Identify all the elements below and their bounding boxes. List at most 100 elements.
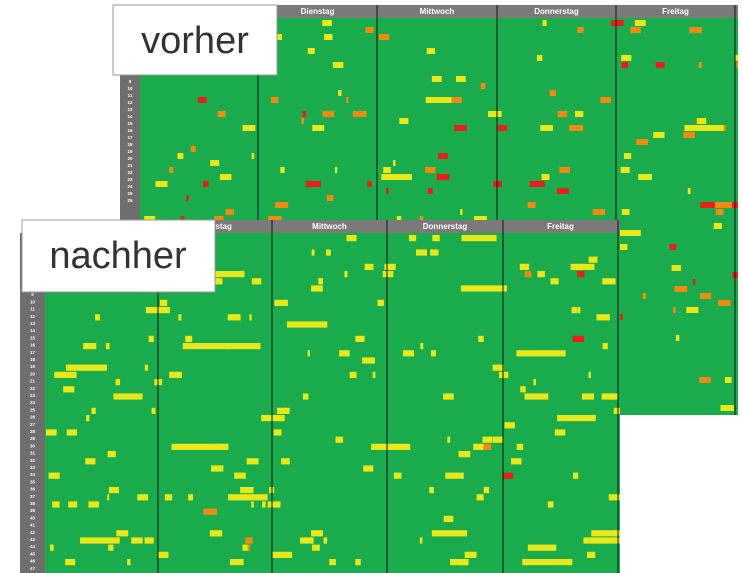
stripe bbox=[363, 465, 374, 472]
stripe bbox=[524, 393, 549, 400]
stripe bbox=[251, 501, 254, 508]
stripe bbox=[529, 181, 545, 187]
stripe bbox=[460, 285, 507, 292]
stripe bbox=[52, 501, 60, 508]
row-number: 47 bbox=[30, 566, 36, 571]
stripe bbox=[675, 335, 680, 341]
header-bar bbox=[140, 5, 738, 18]
stripe bbox=[346, 235, 357, 242]
stripe bbox=[420, 343, 424, 350]
stripe bbox=[432, 235, 440, 242]
stripe bbox=[402, 174, 412, 180]
stripe bbox=[655, 62, 665, 68]
stripe bbox=[549, 90, 556, 96]
stripe bbox=[617, 530, 620, 537]
stripe bbox=[245, 537, 253, 544]
row-number: 39 bbox=[30, 508, 36, 513]
stripe bbox=[592, 209, 606, 215]
stripe bbox=[443, 515, 454, 522]
stripe bbox=[251, 278, 262, 285]
stripe bbox=[402, 350, 415, 357]
stripe bbox=[689, 27, 702, 33]
stripe bbox=[352, 111, 367, 117]
vorher-label: vorher bbox=[141, 20, 249, 62]
stripe bbox=[377, 299, 384, 306]
stripe bbox=[364, 263, 374, 270]
stripe bbox=[572, 472, 579, 479]
row-number: 10 bbox=[30, 299, 36, 304]
stripe bbox=[684, 125, 724, 131]
stripe bbox=[601, 393, 613, 400]
stripe bbox=[577, 27, 584, 33]
row-number: 21 bbox=[30, 379, 36, 384]
stripe bbox=[533, 379, 536, 386]
stripe bbox=[169, 371, 182, 378]
row-number: 14 bbox=[30, 328, 36, 333]
stripe bbox=[399, 118, 409, 124]
row-number: 32 bbox=[30, 458, 36, 463]
stripe bbox=[226, 343, 261, 350]
stripe bbox=[301, 118, 305, 124]
row-number: 40 bbox=[30, 515, 36, 520]
stripe bbox=[275, 202, 289, 208]
stripe bbox=[698, 62, 702, 68]
stripe bbox=[334, 167, 338, 173]
stripe bbox=[613, 407, 620, 414]
row-number: 44 bbox=[30, 544, 36, 549]
stripe bbox=[516, 443, 524, 450]
stripe bbox=[270, 97, 279, 103]
stripe bbox=[570, 263, 595, 270]
stripe bbox=[273, 429, 282, 436]
stripe bbox=[504, 422, 515, 429]
stripe bbox=[267, 501, 281, 508]
stripe bbox=[673, 307, 676, 313]
stripe bbox=[85, 458, 96, 465]
row-number: 9 bbox=[129, 79, 132, 84]
stripe bbox=[602, 278, 616, 285]
stripe bbox=[621, 209, 630, 215]
stripe bbox=[210, 160, 220, 166]
row-number: 33 bbox=[30, 465, 36, 470]
stripe bbox=[332, 62, 344, 68]
row-number: 37 bbox=[30, 494, 36, 499]
row-number: 35 bbox=[30, 479, 36, 484]
stripe bbox=[602, 343, 608, 350]
stripe bbox=[362, 357, 375, 364]
stripe bbox=[577, 271, 585, 278]
row-number: 34 bbox=[30, 472, 36, 477]
stripe bbox=[107, 451, 116, 458]
stripe bbox=[164, 494, 173, 501]
stripe bbox=[482, 436, 492, 443]
nachher-label-box: nachher bbox=[21, 219, 216, 293]
stripe bbox=[190, 146, 196, 152]
stripe bbox=[48, 472, 60, 479]
stripe bbox=[557, 111, 568, 117]
stripe bbox=[203, 508, 217, 515]
stripe bbox=[219, 174, 232, 180]
stripe bbox=[338, 90, 342, 96]
row-number: 22 bbox=[30, 386, 36, 391]
stripe bbox=[621, 62, 629, 68]
stripe bbox=[638, 174, 652, 180]
stripe bbox=[339, 350, 350, 357]
stripe bbox=[105, 343, 110, 350]
stripe bbox=[286, 321, 328, 328]
row-number: 36 bbox=[30, 487, 36, 492]
stripe bbox=[408, 235, 417, 242]
vorher-panel: Dienstag Mittwoch Donnerstag Freitag 9 10 11 12… bbox=[120, 5, 738, 415]
stripe bbox=[86, 415, 90, 422]
stripe bbox=[63, 371, 77, 378]
stripe bbox=[217, 111, 226, 117]
stripe bbox=[547, 501, 554, 508]
stripe bbox=[382, 271, 394, 278]
stripe bbox=[542, 20, 547, 26]
stripe bbox=[277, 407, 286, 414]
stripe bbox=[499, 371, 509, 378]
stripe bbox=[480, 83, 486, 89]
stripe bbox=[425, 167, 436, 173]
stripe bbox=[372, 371, 376, 378]
row-number: 15 bbox=[127, 121, 133, 126]
stripe bbox=[415, 249, 428, 256]
stripe bbox=[557, 415, 596, 422]
